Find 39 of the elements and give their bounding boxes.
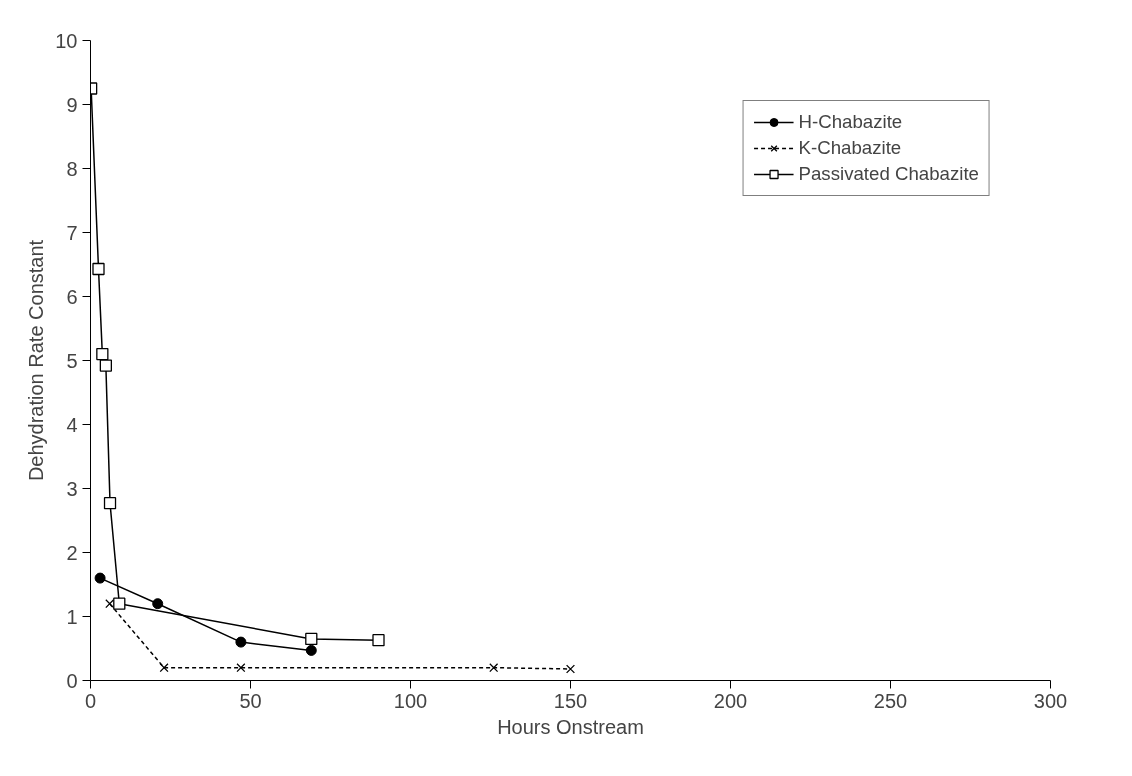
legend-label: H-Chabazite	[798, 111, 903, 133]
point	[372, 634, 385, 647]
point	[105, 599, 115, 609]
legend-label: K-Chabazite	[798, 137, 902, 159]
y-tick-label: 5	[66, 349, 78, 372]
y-tick-label: 7	[66, 221, 78, 244]
y-tick-label: 2	[66, 541, 78, 564]
y-tick-label: 3	[66, 477, 78, 500]
x-axis-title: Hours Onstream	[497, 715, 644, 738]
y-tick-label: 0	[66, 669, 78, 692]
x-tick-label: 100	[393, 689, 428, 712]
point	[94, 572, 106, 584]
point	[152, 598, 164, 610]
x-tick-label: 50	[239, 689, 262, 712]
x-tick-label: 0	[84, 689, 97, 712]
point	[99, 359, 113, 372]
x-tick-label: 300	[1033, 689, 1068, 712]
point	[235, 636, 247, 648]
point	[489, 663, 499, 673]
point	[113, 597, 126, 610]
point	[565, 664, 576, 674]
y-tick-label: 9	[66, 93, 78, 116]
point	[159, 663, 169, 673]
point	[236, 663, 246, 673]
y-tick-label: 1	[66, 605, 78, 628]
point	[92, 262, 105, 276]
point	[305, 632, 318, 646]
legend-label: Passivated Chabazite	[798, 163, 979, 185]
y-tick-label: 8	[66, 157, 78, 180]
point	[96, 347, 109, 361]
y-tick-label: 6	[66, 285, 78, 308]
point	[103, 497, 117, 510]
y-tick-label: 4	[66, 413, 78, 436]
x-tick-label: 200	[713, 689, 748, 712]
x-tick-label: 250	[873, 689, 908, 712]
point	[305, 644, 317, 656]
x-tick-label: 150	[553, 689, 588, 712]
y-axis-title: Dehydration Rate Constant	[25, 239, 48, 482]
y-tick-label: 10	[55, 29, 78, 52]
